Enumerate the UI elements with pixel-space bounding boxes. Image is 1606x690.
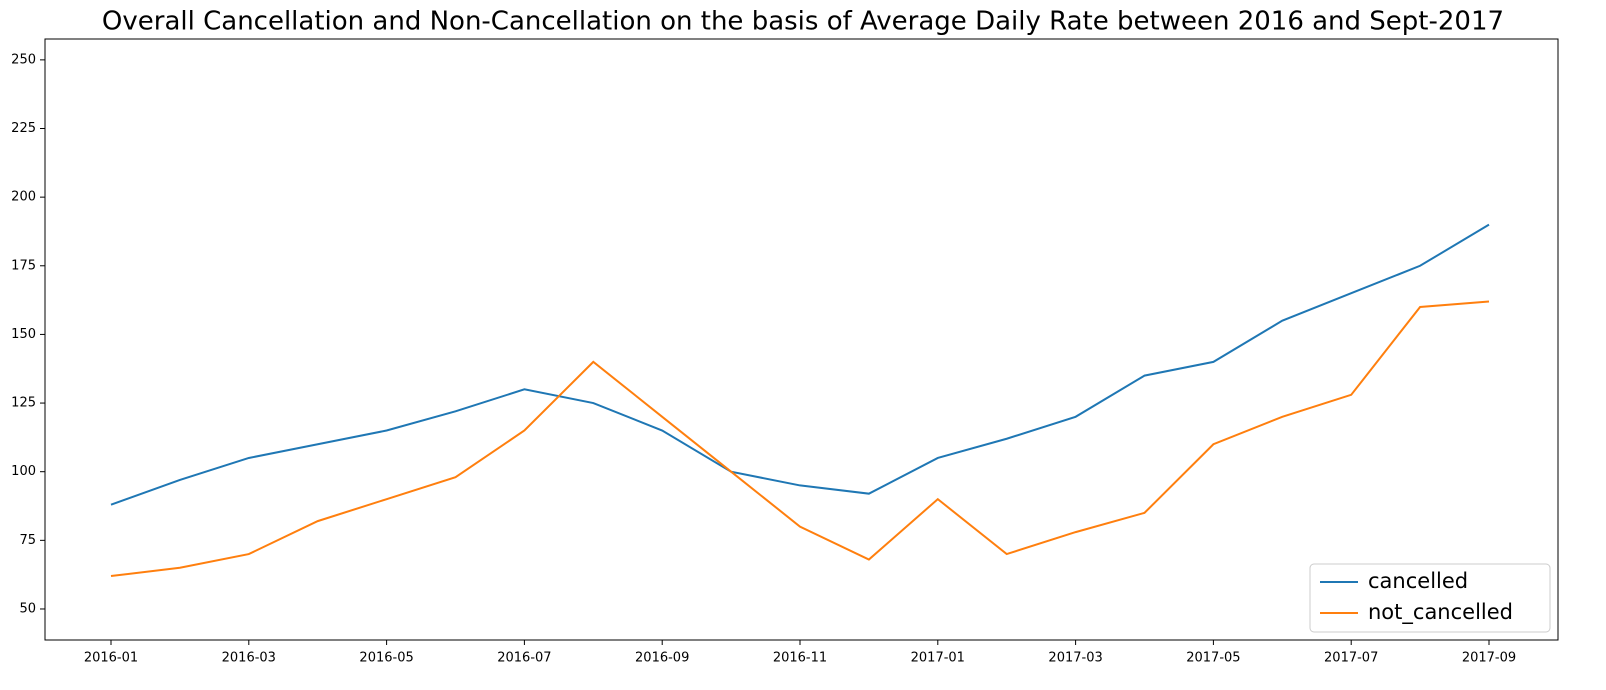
y-tick-label: 75 <box>19 533 36 548</box>
legend-label: cancelled <box>1368 569 1468 593</box>
y-tick-label: 250 <box>11 52 36 67</box>
y-tick-label: 150 <box>11 327 36 342</box>
legend-box <box>1309 563 1551 633</box>
x-tick-label: 2016-07 <box>497 651 551 666</box>
x-tick-label: 2017-09 <box>1462 651 1516 666</box>
x-tick-label: 2016-05 <box>359 651 413 666</box>
x-tick-label: 2016-09 <box>635 651 689 666</box>
y-tick-label: 225 <box>11 121 36 136</box>
x-tick-label: 2017-07 <box>1324 651 1378 666</box>
y-tick-label: 125 <box>11 396 36 411</box>
y-tick-label: 100 <box>11 464 36 479</box>
line-series <box>110 223 1490 506</box>
y-tick-label: 50 <box>19 601 36 616</box>
x-tick-label: 2016-03 <box>222 651 276 666</box>
line-series <box>110 300 1490 578</box>
y-tick-label: 200 <box>11 190 36 205</box>
x-tick-label: 2016-01 <box>84 651 138 666</box>
x-tick-label: 2017-05 <box>1186 651 1240 666</box>
x-tick-label: 2016-11 <box>773 651 827 666</box>
x-tick-label: 2017-01 <box>911 651 965 666</box>
chart-title: Overall Cancellation and Non-Cancellatio… <box>102 7 1504 37</box>
x-tick-label: 2017-03 <box>1048 651 1102 666</box>
y-tick-label: 175 <box>11 258 36 273</box>
plot-frame <box>44 38 1559 641</box>
legend-label: not_cancelled <box>1368 600 1513 625</box>
